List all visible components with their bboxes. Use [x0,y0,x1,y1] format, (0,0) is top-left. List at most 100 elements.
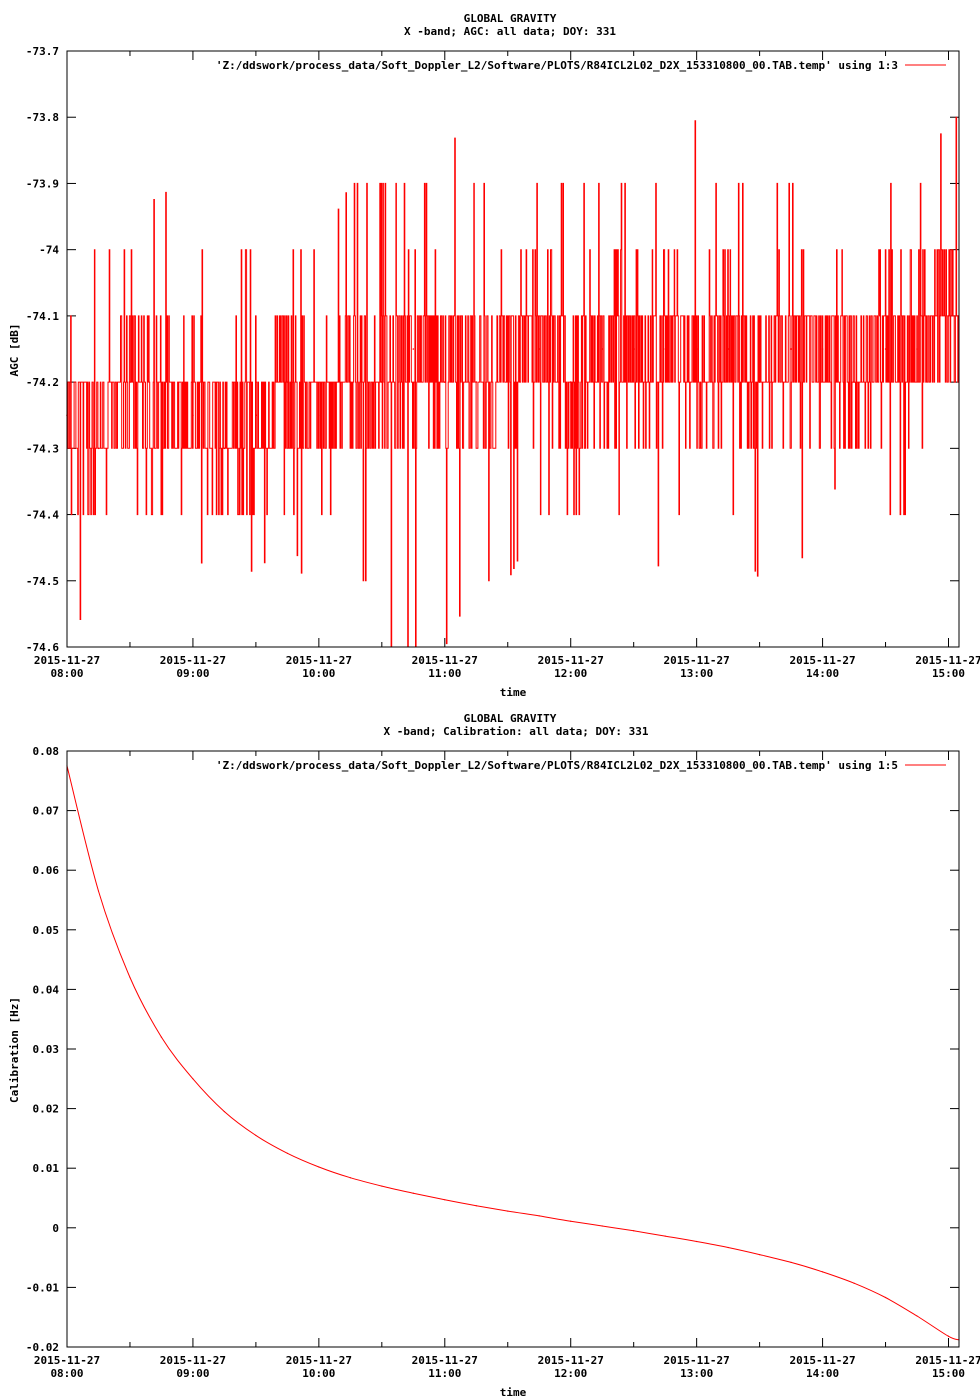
data-point [255,414,257,417]
data-point [601,1225,603,1227]
x-tick-time: 11:00 [428,1367,461,1380]
plot-frame [66,750,960,1348]
x-tick-time: 15:00 [932,667,965,680]
y-tick-label: 0.06 [33,864,60,877]
y-tick-label: -0.02 [26,1341,59,1354]
x-tick-time: 12:00 [554,1367,587,1380]
calibration-chart: GLOBAL GRAVITY X -band; Calibration: all… [8,712,980,1399]
chart-title: GLOBAL GRAVITY [464,12,557,25]
x-tick-time: 09:00 [176,667,209,680]
chart-subtitle: X -band; AGC: all data; DOY: 331 [404,25,616,38]
y-tick-label: -74.4 [26,509,59,522]
data-point [790,1261,792,1263]
data-point [506,348,509,350]
y-tick-label: 0.07 [33,805,60,818]
data-point [443,381,446,383]
x-tick-date: 2015-11-27 [286,1354,352,1367]
y-tick-label: -73.9 [26,177,59,190]
x-axis-label: time [500,1386,527,1399]
y-tick-label: -74 [39,244,59,257]
data-point [727,348,729,350]
data-point [129,976,131,979]
x-tick-date: 2015-11-27 [160,654,226,667]
data-point [318,414,320,417]
data-point [444,1199,446,1201]
x-axis-label: time [500,686,527,699]
x-tick-date: 2015-11-27 [664,1354,730,1367]
legend-label: 'Z:/ddswork/process_data/Soft_Doppler_L2… [216,759,898,772]
data-point [475,381,478,383]
data-point [664,348,666,350]
data-point [97,890,100,892]
data-point [884,1296,887,1299]
data-point [286,381,289,383]
y-tick-label: 0.08 [33,745,60,758]
data-point [349,1177,351,1179]
data-point [255,1134,257,1137]
data-point [758,381,761,383]
y-tick-label: 0.05 [33,924,60,937]
x-tick-date: 2015-11-27 [412,1354,478,1367]
data-point [821,348,824,350]
x-tick-time: 10:00 [302,667,335,680]
data-point [538,348,541,350]
x-tick-date: 2015-11-27 [34,654,100,667]
data-point [947,1335,950,1337]
data-point [349,381,352,383]
y-tick-label: -74.1 [26,310,59,323]
data-point [318,1166,320,1168]
data-point [412,1192,414,1194]
data-point [538,1215,540,1217]
x-tick-date: 2015-11-27 [915,654,980,667]
data-point [223,447,226,450]
data-point [916,1315,918,1317]
x-tick-time: 11:00 [428,667,461,680]
x-tick-time: 08:00 [50,1367,83,1380]
data-point [790,348,792,350]
y-tick-label: 0.04 [33,983,60,996]
data-point [192,414,194,417]
data-point [160,414,163,417]
x-tick-time: 08:00 [50,667,83,680]
y-tick-label: -73.8 [26,111,59,124]
x-tick-time: 14:00 [806,667,839,680]
x-tick-time: 13:00 [680,667,713,680]
y-axis-label: AGC [dB] [8,324,21,377]
data-point [286,1152,288,1154]
data-point [884,348,887,350]
data-point [853,381,855,383]
y-tick-label: 0.01 [33,1162,60,1175]
y-tick-label: -0.01 [26,1281,59,1294]
data-point [633,1230,635,1232]
data-point [381,381,383,383]
y-tick-label: -74.6 [26,641,59,654]
y-tick-label: -74.2 [26,376,59,389]
x-tick-date: 2015-11-27 [286,654,352,667]
data-point [569,381,572,383]
x-tick-date: 2015-11-27 [538,654,604,667]
data-point [507,1210,509,1212]
chart-subtitle: X -band; Calibration: all data; DOY: 331 [384,725,649,738]
legend-label: 'Z:/ddswork/process_data/Soft_Doppler_L2… [216,59,898,72]
data-point [695,348,698,350]
data-point [916,348,918,350]
series-line [67,116,960,648]
x-tick-date: 2015-11-27 [34,1354,100,1367]
x-tick-time: 15:00 [932,1367,965,1380]
agc-chart: GLOBAL GRAVITY X -band; AGC: all data; D… [8,12,980,699]
data-point [475,1205,477,1207]
y-tick-label: 0.03 [33,1043,60,1056]
x-tick-time: 09:00 [176,1367,209,1380]
data-point [129,381,131,383]
y-tick-label: -74.3 [26,442,59,455]
x-tick-date: 2015-11-27 [664,654,730,667]
data-point [570,1220,572,1222]
y-tick-label: -74.5 [26,575,59,588]
data-point [97,447,100,450]
data-point [696,1240,698,1243]
x-tick-time: 10:00 [302,1367,335,1380]
data-point [947,315,950,317]
x-tick-date: 2015-11-27 [412,654,478,667]
data-point [853,1282,855,1284]
